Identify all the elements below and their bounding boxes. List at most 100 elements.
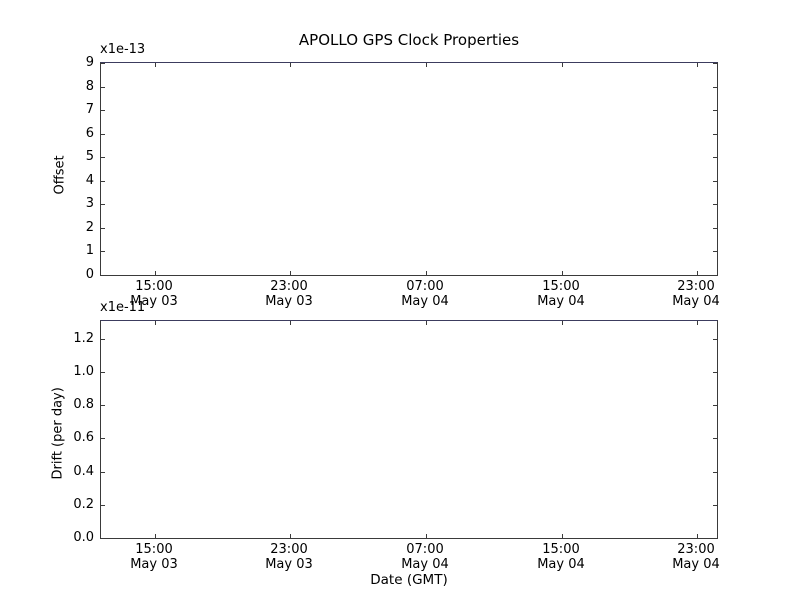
y-tick-mark-right — [713, 405, 717, 406]
y-tick-label: 0.4 — [73, 464, 94, 479]
x-tick-time: 15:00 — [542, 542, 580, 557]
x-tick-time: 15:00 — [135, 542, 173, 557]
drift-plot-area — [100, 320, 718, 539]
y-tick-mark-right — [713, 251, 717, 252]
y-tick-mark-right — [713, 438, 717, 439]
x-axis-label: Date (GMT) — [370, 572, 448, 588]
x-tick-mark-top — [697, 321, 698, 325]
x-tick-mark-top — [426, 63, 427, 67]
x-tick-date: May 03 — [265, 294, 313, 309]
y-tick-mark-right — [713, 275, 717, 276]
y-tick-label: 1.0 — [73, 364, 94, 379]
x-tick-mark-top — [697, 63, 698, 67]
x-tick-time: 23:00 — [677, 542, 715, 557]
chart-title: APOLLO GPS Clock Properties — [298, 31, 520, 49]
y-tick-mark-right — [713, 372, 717, 373]
x-tick-mark — [155, 271, 156, 275]
x-tick-date: May 04 — [537, 294, 585, 309]
offset-axis-scale-label: x1e-13 — [100, 42, 146, 57]
x-tick-time: 07:00 — [406, 279, 444, 294]
y-tick-mark-right — [713, 505, 717, 506]
y-tick-mark — [101, 372, 105, 373]
y-tick-label: 0.2 — [73, 497, 94, 512]
y-tick-mark — [101, 157, 105, 158]
y-tick-mark — [101, 110, 105, 111]
y-tick-mark — [101, 204, 105, 205]
y-tick-mark-right — [713, 228, 717, 229]
y-tick-mark — [101, 134, 105, 135]
x-tick-date: May 04 — [537, 557, 585, 572]
y-tick-mark-right — [713, 134, 717, 135]
x-tick-label: 23:00 May 03 — [249, 542, 329, 572]
y-tick-label: 6 — [85, 126, 94, 141]
x-tick-label: 15:00 May 03 — [114, 542, 194, 572]
y-tick-mark-right — [713, 87, 717, 88]
y-tick-label: 0.6 — [73, 430, 94, 445]
y-tick-label: 8 — [85, 79, 94, 94]
y-tick-mark — [101, 505, 105, 506]
x-tick-mark-top — [155, 321, 156, 325]
x-tick-mark-top — [562, 63, 563, 67]
drift-axis-scale-label: x1e-11 — [100, 300, 146, 315]
y-tick-mark — [101, 275, 105, 276]
y-tick-label: 2 — [85, 220, 94, 235]
x-tick-date: May 04 — [672, 294, 720, 309]
x-tick-mark-top — [290, 63, 291, 67]
x-tick-mark — [290, 534, 291, 538]
x-tick-mark — [290, 271, 291, 275]
x-tick-mark — [562, 271, 563, 275]
x-tick-time: 15:00 — [542, 279, 580, 294]
y-tick-mark-right — [713, 181, 717, 182]
y-tick-mark-right — [713, 339, 717, 340]
y-tick-label: 9 — [85, 55, 94, 70]
offset-plot-area — [100, 62, 718, 276]
y-tick-mark-right — [713, 204, 717, 205]
y-tick-label: 3 — [85, 196, 94, 211]
x-tick-label: 23:00 May 03 — [249, 279, 329, 309]
x-tick-date: May 03 — [130, 294, 178, 309]
x-tick-label: 15:00 May 04 — [521, 279, 601, 309]
x-tick-mark-top — [426, 321, 427, 325]
x-tick-time: 23:00 — [677, 279, 715, 294]
x-tick-date: May 03 — [265, 557, 313, 572]
y-tick-label: 1.2 — [73, 331, 94, 346]
y-tick-mark — [101, 87, 105, 88]
x-tick-label: 23:00 May 04 — [656, 542, 736, 572]
y-tick-mark-right — [713, 538, 717, 539]
y-tick-mark — [101, 181, 105, 182]
x-tick-date: May 04 — [672, 557, 720, 572]
x-tick-mark-top — [290, 321, 291, 325]
y-tick-mark — [101, 339, 105, 340]
x-tick-label: 23:00 May 04 — [656, 279, 736, 309]
x-tick-mark-top — [562, 321, 563, 325]
x-tick-time: 23:00 — [270, 542, 308, 557]
x-tick-time: 07:00 — [406, 542, 444, 557]
y-tick-mark — [101, 405, 105, 406]
y-tick-mark — [101, 472, 105, 473]
y-tick-mark-right — [713, 63, 717, 64]
y-tick-label: 4 — [85, 173, 94, 188]
x-tick-label: 07:00 May 04 — [385, 279, 465, 309]
y-tick-label: 0.8 — [73, 397, 94, 412]
x-tick-mark — [697, 534, 698, 538]
x-tick-date: May 04 — [401, 557, 449, 572]
y-tick-mark-right — [713, 157, 717, 158]
y-tick-mark — [101, 63, 105, 64]
x-tick-label: 15:00 May 04 — [521, 542, 601, 572]
x-tick-mark — [155, 534, 156, 538]
y-tick-mark — [101, 538, 105, 539]
x-tick-label: 07:00 May 04 — [385, 542, 465, 572]
y-tick-mark — [101, 251, 105, 252]
y-tick-mark-right — [713, 110, 717, 111]
x-tick-time: 23:00 — [270, 279, 308, 294]
x-tick-time: 15:00 — [135, 279, 173, 294]
y-tick-label: 0.0 — [73, 530, 94, 545]
y-tick-mark — [101, 228, 105, 229]
x-tick-label: 15:00 May 03 — [114, 279, 194, 309]
x-tick-date: May 04 — [401, 294, 449, 309]
x-tick-mark — [562, 534, 563, 538]
y-tick-label: 1 — [85, 243, 94, 258]
y-tick-mark — [101, 438, 105, 439]
y-tick-label: 7 — [85, 102, 94, 117]
